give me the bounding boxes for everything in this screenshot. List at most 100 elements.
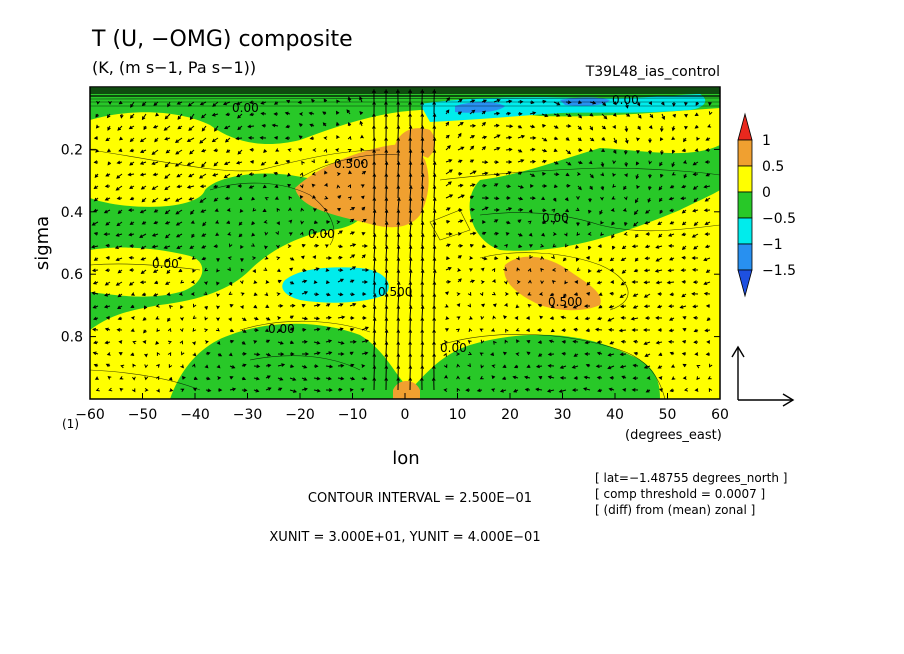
wind-vector-head — [542, 124, 547, 128]
wind-vector-head — [648, 174, 652, 179]
wind-vector-head — [350, 218, 355, 223]
wind-vector-head — [509, 124, 514, 129]
contour-field — [90, 87, 720, 399]
wind-vector-head — [542, 220, 547, 225]
wind-vector-head — [297, 100, 302, 105]
wind-vector-head — [446, 219, 451, 224]
wind-vector-head — [408, 256, 413, 261]
wind-vector-head — [515, 292, 520, 296]
wind-vector — [373, 257, 376, 271]
wind-vector — [373, 245, 376, 259]
wind-vector-head — [612, 150, 617, 154]
wind-vector-head — [619, 364, 624, 369]
wind-vector-head — [139, 138, 144, 143]
wind-vector-head — [408, 316, 413, 321]
wind-vector-head — [346, 109, 351, 114]
wind-vector-head — [505, 328, 509, 333]
wind-vector-head — [216, 341, 221, 346]
wind-vector-head — [637, 114, 642, 119]
wind-vector-head — [372, 244, 377, 249]
wind-vector-head — [432, 304, 437, 309]
wind-vector-head — [228, 291, 233, 296]
wind-vector-head — [630, 316, 635, 321]
wind-vector-head — [335, 148, 340, 152]
wind-vector-head — [521, 134, 526, 139]
wind-vector-head — [384, 352, 389, 357]
wind-vector-head — [633, 211, 638, 216]
wind-vector-head — [328, 351, 333, 355]
wind-vector-head — [396, 172, 401, 177]
wind-vector-head — [659, 128, 664, 133]
wind-vector-head — [432, 316, 437, 321]
wind-vector-head — [326, 327, 331, 331]
wind-vector — [469, 170, 476, 175]
wind-vector-head — [252, 256, 257, 260]
wind-vector-head — [215, 232, 220, 236]
wind-vector-head — [684, 102, 688, 107]
wind-vector-head — [384, 328, 389, 333]
wind-vector-head — [643, 280, 648, 285]
wind-vector-head — [648, 160, 653, 165]
wind-vector-head — [301, 244, 306, 248]
wind-vector — [142, 113, 147, 120]
wind-vector-head — [175, 210, 180, 215]
wind-vector-head — [131, 388, 136, 393]
wind-vector-head — [240, 245, 244, 249]
wind-vector-head — [277, 316, 282, 320]
wind-vector-head — [707, 375, 712, 380]
wind-vector-head — [502, 351, 507, 356]
wind-vector-head — [600, 186, 605, 191]
wind-vector-head — [372, 256, 377, 261]
wind-vector-head — [432, 232, 437, 237]
wind-vector-head — [420, 148, 425, 153]
wind-vector-head — [597, 388, 602, 393]
wind-vector-head — [276, 244, 280, 249]
wind-vector-head — [230, 339, 235, 344]
wind-vector-head — [372, 148, 376, 153]
wind-vector-head — [408, 100, 412, 105]
wind-vector-head — [279, 304, 284, 308]
wind-vector-head — [408, 88, 412, 93]
wind-vector — [421, 257, 424, 271]
wind-vector-head — [359, 120, 364, 125]
wind-vector-head — [276, 292, 281, 296]
wind-vector-head — [213, 184, 218, 189]
wind-vector-head — [671, 136, 676, 141]
wind-vector-head — [671, 172, 676, 176]
wind-vector-head — [458, 111, 463, 115]
wind-vector-head — [193, 387, 198, 392]
wind-vector-head — [241, 341, 246, 345]
wind-vector-head — [460, 146, 465, 151]
wind-vector-head — [458, 159, 463, 164]
wind-vector-head — [483, 256, 488, 261]
wind-vector — [409, 197, 412, 211]
wind-vector-head — [470, 195, 475, 200]
wind-vector-head — [573, 376, 578, 380]
wind-vector-head — [636, 184, 640, 189]
wind-vector-head — [238, 233, 243, 238]
wind-vector-head — [469, 243, 474, 248]
wind-vector-head — [445, 328, 449, 332]
wind-vector-head — [432, 184, 437, 189]
wind-vector-head — [130, 103, 134, 108]
wind-vector-head — [467, 340, 472, 344]
wind-vector-head — [607, 318, 612, 322]
wind-vector — [175, 209, 183, 215]
wind-vector-head — [563, 293, 567, 298]
wind-vector-head — [503, 280, 508, 285]
wind-vector-head — [281, 363, 286, 367]
wind-vector-head — [192, 352, 197, 357]
wind-vector-head — [362, 292, 367, 296]
wind-vector-head — [191, 234, 195, 238]
wind-vector-head — [303, 377, 308, 381]
wind-vector-head — [204, 281, 208, 286]
wind-vector-head — [696, 365, 701, 369]
wind-vector-head — [144, 376, 149, 381]
wind-vector-head — [432, 268, 437, 273]
wind-vector-head — [372, 340, 377, 345]
wind-vector-head — [692, 208, 697, 213]
wind-vector-head — [288, 232, 293, 236]
wind-vector-head — [669, 388, 674, 393]
corner-label: (1) — [62, 417, 79, 431]
